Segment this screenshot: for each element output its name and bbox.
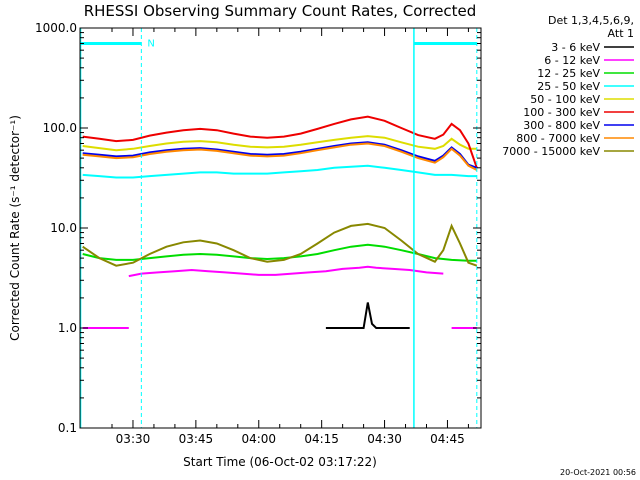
series-line-7000-15000-kev-0 <box>82 222 478 267</box>
x-tick-label-2: 04:00 <box>241 432 276 446</box>
legend-header-line-2: Att 1 <box>608 27 634 40</box>
legend-label-800-7000-kev: 800 - 7000 keV <box>516 132 600 145</box>
legend-header-line-1: Det 1,3,4,5,6,9, <box>548 14 634 27</box>
legend-label-100-300-kev: 100 - 300 keV <box>523 106 600 119</box>
series-line-100-300-kev-0 <box>82 115 478 169</box>
plot-frame <box>79 27 482 429</box>
x-tick-label-3: 04:15 <box>304 432 339 446</box>
series-line-25-50-kev-0 <box>82 164 477 179</box>
y-tick-label-1: 1.0 <box>58 321 77 335</box>
legend-label-12-25-kev: 12 - 25 keV <box>537 67 600 80</box>
chart-title: RHESSI Observing Summary Count Rates, Co… <box>84 2 477 20</box>
legend-label-50-100-kev: 50 - 100 keV <box>530 93 600 106</box>
x-tick-label-4: 04:30 <box>367 432 402 446</box>
y-axis-label: Corrected Count Rate (s⁻¹ detector⁻¹) <box>8 115 22 341</box>
y-tick-label-4: 1000.0 <box>35 21 77 35</box>
generated-timestamp: 20-Oct-2021 00:56 <box>560 468 636 477</box>
axis-layer: 03:30 03:45 04:00 04:15 04:30 04:45 0.1 1.0 10.0… <box>35 21 482 446</box>
legend-label-300-800-kev: 300 - 800 keV <box>523 119 600 132</box>
series-line-6-12-kev-1 <box>128 265 444 278</box>
series-line-3-6-kev-0 <box>325 302 410 329</box>
x-tick-label-1: 03:45 <box>179 432 214 446</box>
series-layer <box>82 115 478 329</box>
legend-label-6-12-kev: 6 - 12 keV <box>544 54 600 67</box>
series-line-50-100-kev-0 <box>82 135 477 152</box>
x-tick-label-0: 03:30 <box>116 432 151 446</box>
annotation-layer: N <box>79 28 478 428</box>
legend-label-3-6-kev: 3 - 6 keV <box>551 41 600 54</box>
series-line-800-7000-kev-0 <box>82 142 478 171</box>
legend-label-25-50-kev: 25 - 50 keV <box>537 80 600 93</box>
y-tick-label-0: 0.1 <box>58 421 77 435</box>
y-tick-label-3: 100.0 <box>43 121 77 135</box>
series-line-300-800-kev-0 <box>82 141 478 169</box>
x-tick-label-5: 04:45 <box>430 432 465 446</box>
legend-label-7000-15000-kev: 7000 - 15000 keV <box>502 145 600 158</box>
marker-label-n: N <box>147 38 154 49</box>
y-tick-label-2: 10.0 <box>50 221 77 235</box>
x-axis-label: Start Time (06-Oct-02 03:17:22) <box>183 455 377 469</box>
